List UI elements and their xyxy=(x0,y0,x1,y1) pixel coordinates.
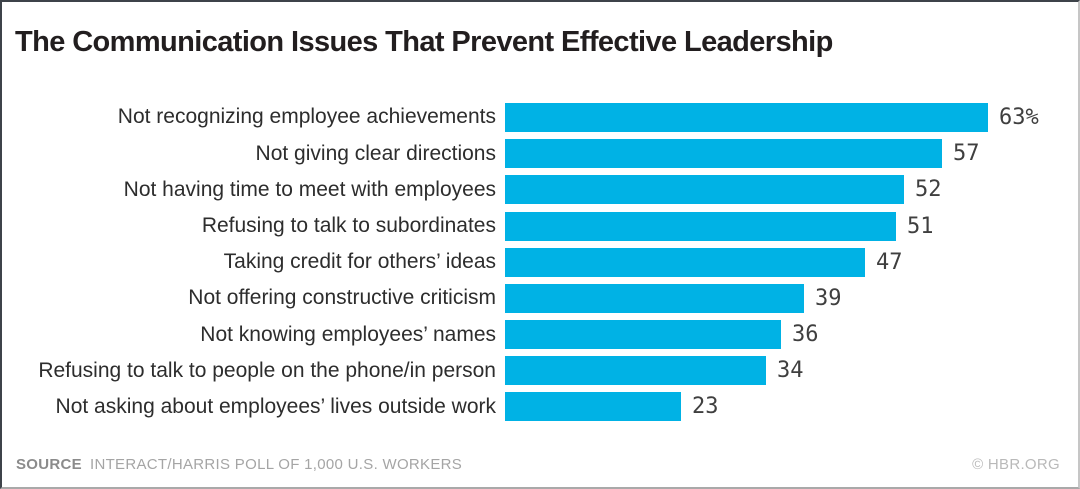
bar-row: Refusing to talk to people on the phone/… xyxy=(2,353,1078,389)
bar-row: Not offering constructive criticism 39 xyxy=(2,280,1078,316)
bar-value: 52 xyxy=(915,177,942,203)
bar-label: Not knowing employees’ names xyxy=(200,322,496,346)
bar xyxy=(505,283,804,313)
bar-row: Not recognizing employee achievements 63% xyxy=(2,99,1078,135)
bar-row: Not knowing employees’ names 36 xyxy=(2,316,1078,352)
bar xyxy=(505,247,865,277)
bar-value: 63% xyxy=(999,104,1039,130)
bar xyxy=(505,139,942,169)
bar-label: Not asking about employees’ lives outsid… xyxy=(55,394,496,418)
bar xyxy=(505,102,988,132)
bar-value: 34 xyxy=(777,358,804,384)
bar-label: Not having time to meet with employees xyxy=(123,177,496,201)
bar-value: 36 xyxy=(792,322,819,348)
bar-value: 57 xyxy=(953,141,980,167)
source-line: SOURCE INTERACT/HARRIS POLL OF 1,000 U.S.… xyxy=(16,456,462,473)
bar-label: Not giving clear directions xyxy=(255,141,496,165)
bar xyxy=(505,356,766,386)
bar-chart: Not recognizing employee achievements 63%… xyxy=(2,99,1078,425)
bar-row: Not giving clear directions 57 xyxy=(2,136,1078,172)
bar-label: Not recognizing employee achievements xyxy=(117,105,496,129)
chart-title: The Communication Issues That Prevent Ef… xyxy=(15,26,833,58)
bar-value: 39 xyxy=(815,285,842,311)
bar-value: 47 xyxy=(876,249,903,275)
bar-label: Taking credit for others’ ideas xyxy=(223,250,496,274)
bar-value: 51 xyxy=(907,213,934,239)
bar-row: Taking credit for others’ ideas 47 xyxy=(2,244,1078,280)
bar-row: Not asking about employees’ lives outsid… xyxy=(2,389,1078,425)
bar xyxy=(505,175,904,205)
bar-row: Refusing to talk to subordinates 51 xyxy=(2,208,1078,244)
source-label: SOURCE xyxy=(16,456,82,473)
bar-label: Refusing to talk to people on the phone/… xyxy=(38,358,496,382)
bar xyxy=(505,320,781,350)
chart-footer: SOURCE INTERACT/HARRIS POLL OF 1,000 U.S.… xyxy=(16,456,1060,473)
bar-label: Refusing to talk to subordinates xyxy=(201,214,496,237)
bar-row: Not having time to meet with employees 52 xyxy=(2,172,1078,208)
bar xyxy=(505,392,681,422)
bar-label: Not offering constructive criticism xyxy=(188,286,496,310)
bar-value: 23 xyxy=(692,394,719,420)
bar xyxy=(505,211,896,241)
source-text: INTERACT/HARRIS POLL OF 1,000 U.S. WORKE… xyxy=(89,456,463,473)
copyright-text: © HBR.ORG xyxy=(972,456,1060,473)
